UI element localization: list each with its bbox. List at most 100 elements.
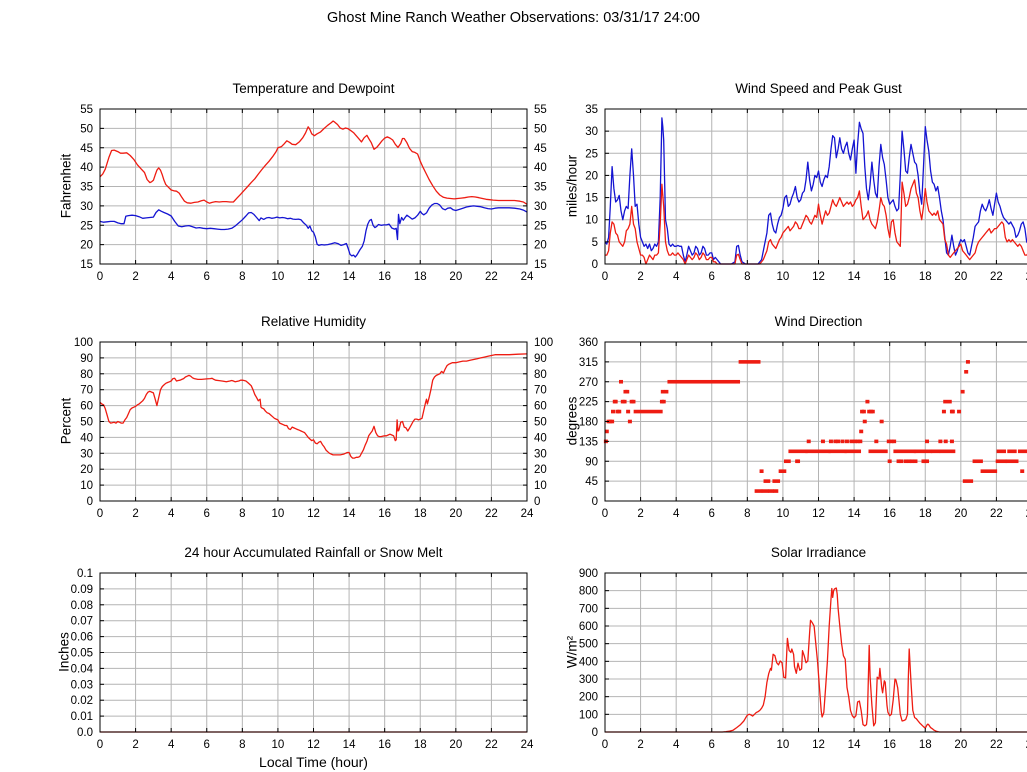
x-tick-label: 22 bbox=[990, 739, 1003, 751]
wind-direction-point bbox=[844, 439, 849, 444]
wind-direction-run bbox=[772, 479, 781, 483]
x-tick-label: 12 bbox=[307, 739, 320, 751]
wind-direction-run bbox=[930, 449, 941, 454]
wind-direction-point bbox=[626, 409, 631, 414]
wind-direction-run bbox=[778, 469, 787, 473]
wind-direction-point bbox=[855, 439, 860, 444]
x-tick-label: 22 bbox=[485, 508, 498, 520]
y-tick-label: 180 bbox=[579, 417, 598, 429]
x-tick-label: 20 bbox=[954, 508, 967, 520]
y-tick-label: 0.02 bbox=[71, 695, 93, 707]
y-tick-label: 0.08 bbox=[71, 600, 93, 612]
y-tick-label: 0.07 bbox=[71, 616, 93, 628]
wind-direction-run bbox=[962, 479, 974, 483]
wind-direction-point bbox=[622, 399, 627, 404]
x-tick-label: 14 bbox=[343, 271, 356, 283]
y-tick-label: 800 bbox=[579, 586, 598, 598]
right-tick-label: 20 bbox=[534, 464, 547, 476]
wind-direction-point bbox=[836, 439, 841, 444]
x-tick-label: 4 bbox=[168, 739, 175, 751]
right-tick-label: 30 bbox=[534, 448, 547, 460]
wind-direction-point bbox=[913, 459, 918, 464]
y-tick-label: 0.0 bbox=[77, 727, 93, 739]
wind-direction-point bbox=[660, 389, 665, 394]
y-tick-label: 30 bbox=[80, 201, 93, 213]
right-tick-label: 20 bbox=[534, 240, 547, 252]
x-tick-label: 4 bbox=[673, 739, 680, 751]
wind-direction-point bbox=[874, 439, 879, 444]
wind-direction-point bbox=[806, 439, 811, 444]
right-tick-label: 40 bbox=[534, 432, 547, 444]
y-tick-label: 0 bbox=[592, 727, 598, 739]
y-tick-label: 400 bbox=[579, 656, 598, 668]
wind-direction-run bbox=[773, 489, 779, 493]
plot-area: 0 2 4 6 8 10 12 14 16 18 20 22 240.00.010.020.030.04… bbox=[71, 568, 534, 751]
wind-direction-point bbox=[964, 370, 969, 374]
wind-direction-point bbox=[862, 419, 867, 424]
x-tick-label: 2 bbox=[132, 739, 138, 751]
x-tick-label: 0 bbox=[602, 508, 608, 520]
wind-direction-point bbox=[896, 459, 901, 464]
wind-direction-run bbox=[754, 489, 763, 493]
wind-direction-run bbox=[913, 449, 933, 454]
y-tick-label: 0.1 bbox=[77, 568, 93, 580]
x-tick-label: 12 bbox=[307, 271, 320, 283]
y-tick-label: 0 bbox=[592, 496, 598, 508]
x-tick-label: 24 bbox=[521, 739, 534, 751]
wind-direction-point bbox=[619, 379, 624, 384]
x-tick-label: 4 bbox=[168, 508, 175, 520]
right-tick-label: 55 bbox=[534, 104, 547, 116]
wind-direction-point bbox=[950, 409, 955, 414]
dewpoint-line bbox=[99, 202, 528, 258]
wind-direction-point bbox=[625, 389, 630, 394]
wind-direction-point bbox=[899, 459, 904, 464]
x-tick-label: 4 bbox=[673, 271, 680, 283]
x-tick-label: 24 bbox=[521, 508, 534, 520]
x-tick-label: 0 bbox=[97, 271, 103, 283]
y-tick-label: 60 bbox=[80, 401, 93, 413]
right-tick-label: 35 bbox=[534, 182, 547, 194]
right-tick-label: 15 bbox=[534, 259, 547, 271]
plot-area: 0246810121416182022240N45NE90E135SE180S2… bbox=[579, 337, 1027, 520]
wind-direction-run bbox=[972, 459, 983, 464]
wind-direction-point bbox=[604, 429, 609, 434]
chart-title: Temperature and Dewpoint bbox=[232, 81, 395, 96]
x-tick-label: 6 bbox=[709, 271, 715, 283]
relative-humidity-chart: Relative Humidity Percent 0 2 4 6 8 10 12 14 16 1… bbox=[40, 309, 554, 540]
x-tick-label: 18 bbox=[919, 508, 932, 520]
wind-direction-point bbox=[887, 459, 892, 464]
wind-direction-run bbox=[738, 360, 761, 364]
x-tick-label: 0 bbox=[602, 271, 608, 283]
x-tick-label: 18 bbox=[414, 739, 427, 751]
x-axis-label: Local Time (hour) bbox=[259, 754, 368, 770]
y-tick-label: 0.04 bbox=[71, 663, 94, 675]
x-tick-label: 20 bbox=[449, 739, 462, 751]
x-tick-label: 12 bbox=[307, 508, 320, 520]
wind-direction-run bbox=[995, 459, 1007, 464]
wind-direction-point bbox=[611, 409, 616, 414]
x-tick-label: 2 bbox=[132, 508, 138, 520]
wind-direction-point bbox=[849, 439, 854, 444]
x-tick-label: 20 bbox=[954, 271, 967, 283]
wind-direction-chart: Wind Direction degrees 0 2 4 6 8 10 12 14 16 18 20… bbox=[545, 309, 1027, 540]
y-tick-label: 55 bbox=[80, 104, 93, 116]
right-tick-label: 90 bbox=[534, 353, 547, 365]
y-tick-label: 500 bbox=[579, 639, 598, 651]
x-tick-label: 4 bbox=[168, 271, 175, 283]
y-tick-label: 90 bbox=[80, 353, 93, 365]
x-tick-label: 2 bbox=[637, 739, 643, 751]
x-tick-label: 22 bbox=[990, 508, 1003, 520]
y-tick-label: 315 bbox=[579, 357, 598, 369]
y-tick-label: 135 bbox=[579, 436, 598, 448]
x-tick-label: 0 bbox=[97, 739, 103, 751]
right-tick-label: 0 bbox=[534, 496, 540, 508]
wind-direction-run bbox=[767, 489, 774, 493]
wind-direction-point bbox=[627, 419, 632, 424]
right-tick-label: 50 bbox=[534, 417, 547, 429]
right-tick-label: 50 bbox=[534, 123, 547, 135]
x-tick-label: 10 bbox=[272, 508, 285, 520]
rainfall-chart: 24 hour Accumulated Rainfall or Snow Mel… bbox=[40, 540, 553, 772]
